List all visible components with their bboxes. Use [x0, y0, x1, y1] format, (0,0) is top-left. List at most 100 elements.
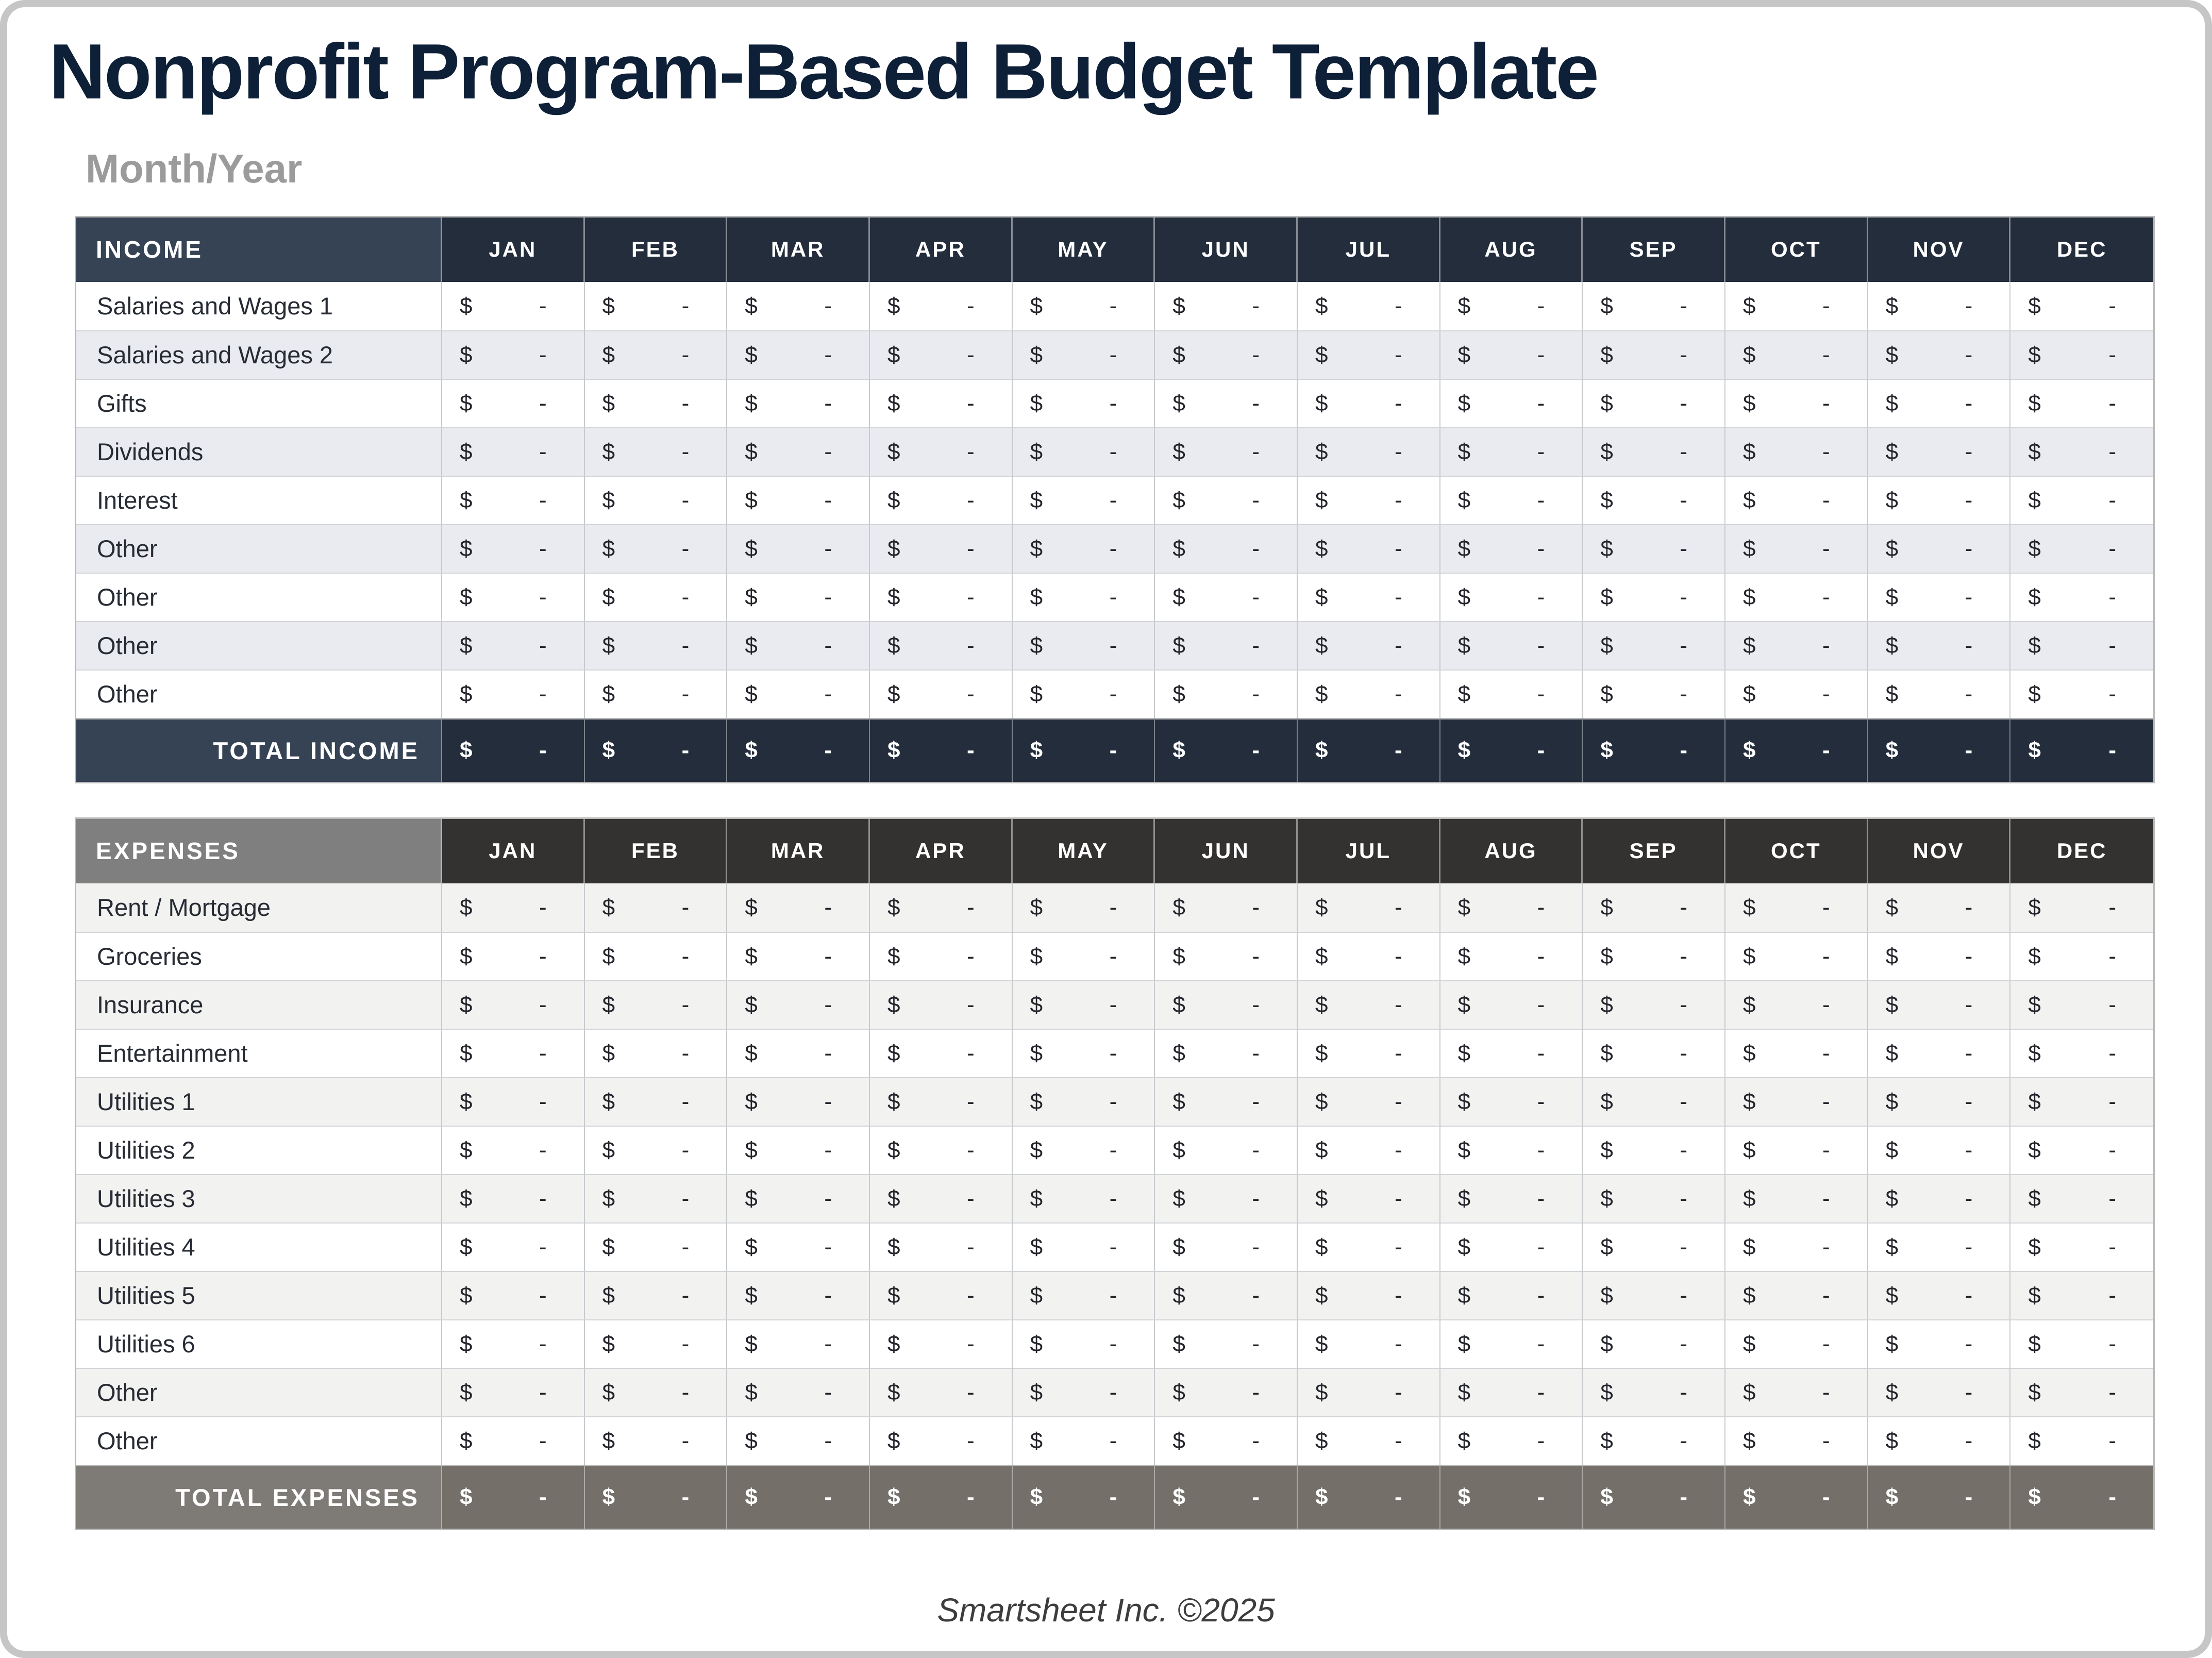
value-cell-aug[interactable]: $ - [1440, 572, 1583, 621]
value-cell-nov[interactable]: $ - [1868, 1077, 2011, 1126]
value-cell-nov[interactable]: $ - [1868, 572, 2011, 621]
value-cell-oct[interactable]: $ - [1725, 1125, 1868, 1174]
value-cell-feb[interactable]: $ - [584, 524, 728, 573]
value-cell-apr[interactable]: $ - [869, 883, 1013, 932]
value-cell-sep[interactable]: $ - [1583, 572, 1725, 621]
value-cell-jun[interactable]: $ - [1155, 475, 1298, 524]
value-cell-aug[interactable]: $ - [1440, 1270, 1583, 1319]
value-cell-feb[interactable]: $ - [584, 621, 728, 669]
value-cell-jan[interactable]: $ - [442, 427, 585, 476]
value-cell-apr[interactable]: $ - [869, 1125, 1013, 1174]
value-cell-aug[interactable]: $ - [1440, 1077, 1583, 1126]
value-cell-may[interactable]: $ - [1012, 281, 1155, 330]
value-cell-feb[interactable]: $ - [584, 1028, 728, 1077]
value-cell-sep[interactable]: $ - [1583, 475, 1725, 524]
value-cell-oct[interactable]: $ - [1725, 1367, 1868, 1416]
value-cell-mar[interactable]: $ - [727, 883, 870, 932]
value-cell-may[interactable]: $ - [1012, 669, 1155, 718]
value-cell-nov[interactable]: $ - [1868, 1319, 2011, 1368]
value-cell-jun[interactable]: $ - [1155, 1125, 1298, 1174]
value-cell-jan[interactable]: $ - [442, 1028, 585, 1077]
value-cell-dec[interactable]: $ - [2010, 1028, 2153, 1077]
value-cell-feb[interactable]: $ - [584, 1077, 728, 1126]
value-cell-jul[interactable]: $ - [1297, 1270, 1440, 1319]
value-cell-dec[interactable]: $ - [2010, 621, 2153, 669]
value-cell-feb[interactable]: $ - [584, 931, 728, 980]
value-cell-oct[interactable]: $ - [1725, 669, 1868, 718]
value-cell-jan[interactable]: $ - [442, 1077, 585, 1126]
value-cell-feb[interactable]: $ - [584, 1222, 728, 1271]
value-cell-may[interactable]: $ - [1012, 378, 1155, 427]
value-cell-apr[interactable]: $ - [869, 621, 1013, 669]
value-cell-feb[interactable]: $ - [584, 281, 728, 330]
value-cell-apr[interactable]: $ - [869, 281, 1013, 330]
value-cell-feb[interactable]: $ - [584, 883, 728, 932]
value-cell-nov[interactable]: $ - [1868, 524, 2011, 573]
value-cell-jan[interactable]: $ - [442, 281, 585, 330]
value-cell-nov[interactable]: $ - [1868, 1367, 2011, 1416]
value-cell-aug[interactable]: $ - [1440, 475, 1583, 524]
value-cell-oct[interactable]: $ - [1725, 621, 1868, 669]
value-cell-mar[interactable]: $ - [727, 378, 870, 427]
value-cell-nov[interactable]: $ - [1868, 1125, 2011, 1174]
value-cell-apr[interactable]: $ - [869, 1319, 1013, 1368]
value-cell-jul[interactable]: $ - [1297, 475, 1440, 524]
value-cell-oct[interactable]: $ - [1725, 378, 1868, 427]
value-cell-sep[interactable]: $ - [1583, 378, 1725, 427]
value-cell-aug[interactable]: $ - [1440, 1028, 1583, 1077]
value-cell-aug[interactable]: $ - [1440, 427, 1583, 476]
value-cell-oct[interactable]: $ - [1725, 883, 1868, 932]
value-cell-oct[interactable]: $ - [1725, 572, 1868, 621]
value-cell-oct[interactable]: $ - [1725, 931, 1868, 980]
value-cell-oct[interactable]: $ - [1725, 1416, 1868, 1465]
value-cell-may[interactable]: $ - [1012, 980, 1155, 1029]
value-cell-sep[interactable]: $ - [1583, 1367, 1725, 1416]
value-cell-may[interactable]: $ - [1012, 524, 1155, 573]
value-cell-apr[interactable]: $ - [869, 1174, 1013, 1222]
value-cell-mar[interactable]: $ - [727, 1174, 870, 1222]
value-cell-aug[interactable]: $ - [1440, 1174, 1583, 1222]
value-cell-sep[interactable]: $ - [1583, 1222, 1725, 1271]
value-cell-may[interactable]: $ - [1012, 475, 1155, 524]
value-cell-jun[interactable]: $ - [1155, 524, 1298, 573]
value-cell-nov[interactable]: $ - [1868, 1416, 2011, 1465]
value-cell-mar[interactable]: $ - [727, 1367, 870, 1416]
value-cell-dec[interactable]: $ - [2010, 980, 2153, 1029]
value-cell-dec[interactable]: $ - [2010, 1125, 2153, 1174]
value-cell-feb[interactable]: $ - [584, 475, 728, 524]
value-cell-jun[interactable]: $ - [1155, 281, 1298, 330]
value-cell-jan[interactable]: $ - [442, 1174, 585, 1222]
value-cell-aug[interactable]: $ - [1440, 524, 1583, 573]
value-cell-jun[interactable]: $ - [1155, 1077, 1298, 1126]
value-cell-aug[interactable]: $ - [1440, 330, 1583, 379]
value-cell-mar[interactable]: $ - [727, 1125, 870, 1174]
value-cell-jan[interactable]: $ - [442, 1270, 585, 1319]
value-cell-aug[interactable]: $ - [1440, 281, 1583, 330]
value-cell-apr[interactable]: $ - [869, 427, 1013, 476]
value-cell-mar[interactable]: $ - [727, 475, 870, 524]
value-cell-dec[interactable]: $ - [2010, 281, 2153, 330]
value-cell-nov[interactable]: $ - [1868, 669, 2011, 718]
value-cell-oct[interactable]: $ - [1725, 1077, 1868, 1126]
value-cell-jun[interactable]: $ - [1155, 621, 1298, 669]
value-cell-mar[interactable]: $ - [727, 980, 870, 1029]
value-cell-jun[interactable]: $ - [1155, 1222, 1298, 1271]
value-cell-sep[interactable]: $ - [1583, 1028, 1725, 1077]
value-cell-oct[interactable]: $ - [1725, 980, 1868, 1029]
value-cell-jul[interactable]: $ - [1297, 572, 1440, 621]
value-cell-dec[interactable]: $ - [2010, 1077, 2153, 1126]
value-cell-oct[interactable]: $ - [1725, 524, 1868, 573]
value-cell-jan[interactable]: $ - [442, 669, 585, 718]
value-cell-sep[interactable]: $ - [1583, 427, 1725, 476]
value-cell-jun[interactable]: $ - [1155, 980, 1298, 1029]
value-cell-nov[interactable]: $ - [1868, 1270, 2011, 1319]
value-cell-jan[interactable]: $ - [442, 524, 585, 573]
value-cell-mar[interactable]: $ - [727, 427, 870, 476]
value-cell-jul[interactable]: $ - [1297, 621, 1440, 669]
value-cell-feb[interactable]: $ - [584, 1319, 728, 1368]
value-cell-jun[interactable]: $ - [1155, 669, 1298, 718]
value-cell-jan[interactable]: $ - [442, 980, 585, 1029]
value-cell-feb[interactable]: $ - [584, 1125, 728, 1174]
value-cell-sep[interactable]: $ - [1583, 1125, 1725, 1174]
value-cell-nov[interactable]: $ - [1868, 883, 2011, 932]
